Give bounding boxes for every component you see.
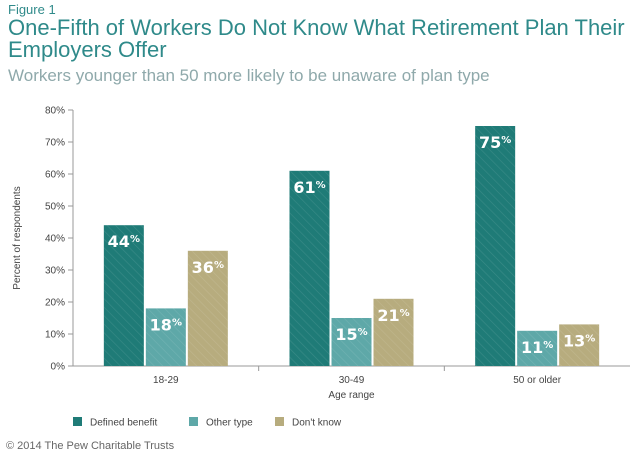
x-tick-label: 30-49	[339, 375, 365, 386]
bar-texture	[559, 324, 600, 366]
bar-value-label: 21%	[377, 306, 409, 325]
bar-texture	[289, 170, 330, 366]
y-tick-label: 40%	[45, 234, 65, 245]
bar-texture	[103, 225, 144, 366]
bar-texture	[145, 308, 186, 366]
bar-value-label: 11%	[521, 338, 553, 357]
legend-swatch	[275, 417, 284, 426]
legend-label: Don't know	[292, 418, 342, 429]
bar-texture	[187, 250, 228, 366]
x-tick-label: 18-29	[153, 375, 179, 386]
y-tick-label: 70%	[45, 138, 65, 149]
x-tick-label: 50 or older	[513, 375, 561, 386]
bar-value-label: 44%	[108, 232, 140, 251]
y-tick-label: 0%	[51, 362, 66, 373]
chart-title: One-Fifth of Workers Do Not Know What Re…	[8, 15, 625, 62]
bar-value-label: 61%	[293, 178, 325, 197]
bar-texture	[517, 330, 558, 366]
y-tick-label: 80%	[45, 106, 65, 117]
y-axis-label: Percent of respondents	[12, 186, 23, 289]
legend-swatch	[73, 417, 82, 426]
y-tick-label: 20%	[45, 298, 65, 309]
bar-value-label: 18%	[150, 315, 182, 334]
chart-axes: 0% 10% 20% 30% 40% 50% 60% 70% 80% Percent of res…	[12, 106, 630, 401]
y-tick-label: 10%	[45, 330, 65, 341]
y-tick-label: 60%	[45, 170, 65, 181]
x-axis-label: Age range	[328, 390, 375, 401]
bar-value-label: 75%	[479, 133, 511, 152]
bar-value-label: 36%	[192, 258, 224, 277]
chart-legend: Defined benefit Other type Don't know	[73, 417, 342, 429]
legend-label: Defined benefit	[90, 418, 157, 429]
bar-texture	[475, 126, 516, 366]
chart-bars: 44% 18% 36% 61% 15% 21% 75% 11% 13%	[103, 126, 600, 366]
legend-swatch	[189, 417, 198, 426]
bar-value-label: 13%	[563, 331, 595, 350]
figure-label: Figure 1	[8, 2, 56, 17]
y-tick-label: 30%	[45, 266, 65, 277]
legend-label: Other type	[206, 418, 253, 429]
bar-texture	[331, 318, 372, 366]
bar-texture	[373, 298, 414, 366]
chart-subtitle: Workers younger than 50 more likely to b…	[8, 66, 490, 85]
copyright-footer: © 2014 The Pew Charitable Trusts	[6, 440, 175, 452]
y-tick-label: 50%	[45, 202, 65, 213]
bar-value-label: 15%	[335, 325, 367, 344]
